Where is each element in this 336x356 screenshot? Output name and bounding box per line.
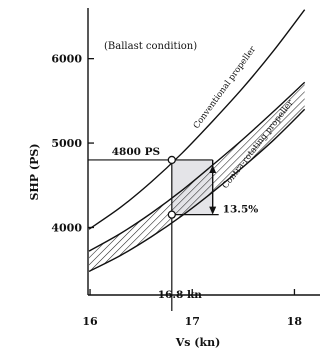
speed-annotation: 16.8 kn (158, 289, 203, 301)
conventional-operating-point (167, 155, 176, 165)
conventional-propeller-line (88, 9, 306, 230)
reduction-annotation: 13.5% (223, 204, 259, 216)
contra-operating-point (167, 210, 176, 219)
condition-note: (Ballast condition) (104, 41, 197, 52)
x-tick-label: 18 (287, 315, 303, 328)
x-tick-label: 17 (185, 315, 200, 328)
y-tick-label: 6000 (51, 53, 82, 66)
conventional-curve-label: Conventional propeller (192, 44, 259, 131)
x-axis-label: Vs (kn) (175, 336, 221, 349)
contra-curve-label: Contra-rotating propeller (220, 98, 296, 191)
x-tick-label: 16 (82, 315, 98, 328)
y-tick-label: 5000 (51, 137, 82, 150)
y-tick-label: 4000 (51, 221, 82, 234)
power-annotation: 4800 PS (112, 146, 160, 158)
contra-rotating-band (89, 82, 305, 272)
contra-rotating-upper-line (88, 81, 306, 252)
axis-ticks (88, 57, 296, 295)
power-drop-arrowhead-top (209, 165, 217, 174)
contra-rotating-lower-line (88, 108, 306, 272)
y-axis-label: SHP (PS) (28, 143, 41, 200)
power-drop-arrowhead (209, 206, 217, 215)
